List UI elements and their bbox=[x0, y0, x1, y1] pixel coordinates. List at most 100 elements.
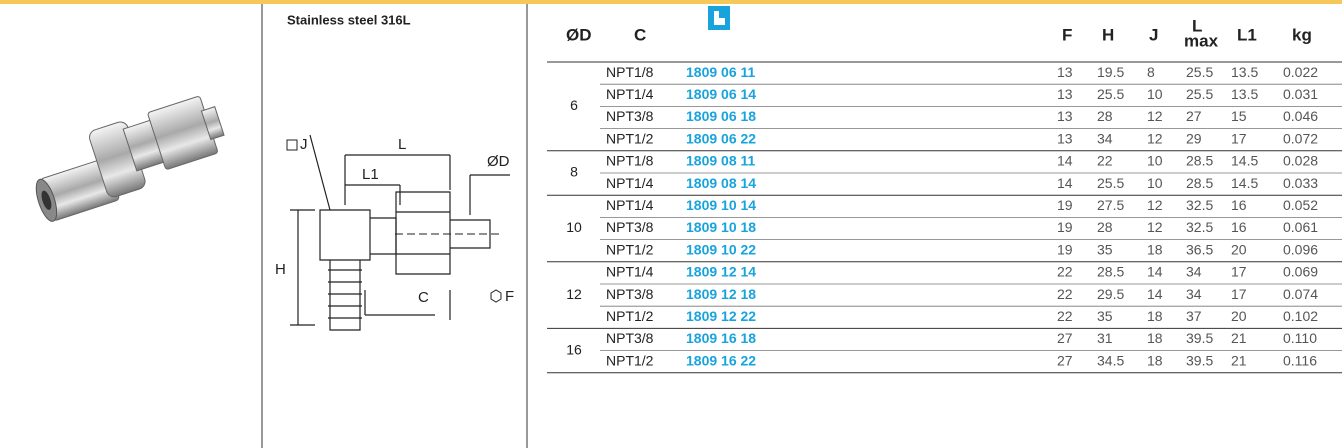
cell: 25.5 bbox=[1186, 86, 1213, 102]
connection: NPT1/4 bbox=[606, 86, 654, 102]
connection: NPT3/8 bbox=[606, 286, 654, 302]
dim-label: C bbox=[418, 289, 429, 306]
cell: 18 bbox=[1147, 308, 1163, 324]
col-header: kg bbox=[1292, 25, 1312, 44]
dim-label: J bbox=[300, 136, 308, 153]
connection: NPT3/8 bbox=[606, 330, 654, 346]
dim-label: ØD bbox=[487, 153, 510, 170]
brand-icon bbox=[708, 6, 730, 30]
cell: 0.116 bbox=[1283, 352, 1317, 368]
cell: 32.5 bbox=[1186, 197, 1213, 213]
cell: 39.5 bbox=[1186, 352, 1213, 368]
connection: NPT1/8 bbox=[606, 64, 654, 80]
col-header: L1 bbox=[1237, 25, 1257, 44]
diameter: 10 bbox=[566, 219, 582, 235]
caption: Stainless steel 316L bbox=[287, 12, 411, 27]
cell: 8 bbox=[1147, 64, 1155, 80]
cell: 0.110 bbox=[1283, 330, 1317, 346]
col-header: L bbox=[1192, 16, 1202, 35]
cell: 29.5 bbox=[1097, 286, 1124, 302]
cell: 14.5 bbox=[1231, 153, 1258, 169]
cell: 28 bbox=[1097, 108, 1113, 124]
cell: 14 bbox=[1147, 264, 1163, 280]
cell: 14.5 bbox=[1231, 175, 1258, 191]
cell: 18 bbox=[1147, 241, 1163, 257]
col-header: H bbox=[1102, 25, 1114, 44]
cell: 19 bbox=[1057, 241, 1073, 257]
cell: 27.5 bbox=[1097, 197, 1124, 213]
article-code: 1809 08 11 bbox=[686, 153, 756, 169]
article-code: 1809 06 22 bbox=[686, 130, 756, 146]
cell: 10 bbox=[1147, 86, 1163, 102]
cell: 14 bbox=[1147, 286, 1163, 302]
cell: 12 bbox=[1147, 108, 1163, 124]
connection: NPT3/8 bbox=[606, 108, 654, 124]
article-code: 1809 06 11 bbox=[686, 64, 756, 80]
article-code: 1809 16 22 bbox=[686, 352, 756, 368]
cell: 0.028 bbox=[1283, 153, 1318, 169]
connection: NPT1/2 bbox=[606, 308, 654, 324]
article-code: 1809 10 22 bbox=[686, 241, 756, 257]
cell: 22 bbox=[1097, 153, 1113, 169]
cell: 12 bbox=[1147, 130, 1163, 146]
connection: NPT1/8 bbox=[606, 153, 654, 169]
cell: 31 bbox=[1097, 330, 1113, 346]
technical-drawing: J L ØD L1 H C F bbox=[275, 134, 514, 331]
cell: 0.074 bbox=[1283, 286, 1318, 302]
cell: 13 bbox=[1057, 108, 1073, 124]
cell: 37 bbox=[1186, 308, 1202, 324]
article-code: 1809 10 14 bbox=[686, 197, 756, 213]
diameter: 8 bbox=[570, 164, 578, 180]
cell: 10 bbox=[1147, 175, 1163, 191]
article-code: 1809 12 22 bbox=[686, 308, 756, 324]
article-code: 1809 12 14 bbox=[686, 264, 756, 280]
dim-label: L1 bbox=[362, 166, 379, 183]
cell: 22 bbox=[1057, 286, 1073, 302]
cell: 36.5 bbox=[1186, 241, 1213, 257]
diameter: 6 bbox=[570, 97, 578, 113]
article-code: 1809 16 18 bbox=[686, 330, 756, 346]
diameter: 16 bbox=[566, 341, 582, 357]
cell: 0.052 bbox=[1283, 197, 1318, 213]
article-code: 1809 06 14 bbox=[686, 86, 756, 102]
cell: 35 bbox=[1097, 308, 1113, 324]
connection: NPT1/2 bbox=[606, 130, 654, 146]
cell: 19.5 bbox=[1097, 64, 1124, 80]
cell: 14 bbox=[1057, 153, 1073, 169]
cell: 27 bbox=[1186, 108, 1202, 124]
cell: 18 bbox=[1147, 330, 1163, 346]
cell: 0.022 bbox=[1283, 64, 1318, 80]
cell: 32.5 bbox=[1186, 219, 1213, 235]
cell: 0.046 bbox=[1283, 108, 1318, 124]
cell: 22 bbox=[1057, 308, 1073, 324]
cell: 13 bbox=[1057, 64, 1073, 80]
cell: 0.033 bbox=[1283, 175, 1318, 191]
cell: 19 bbox=[1057, 197, 1073, 213]
cell: 13 bbox=[1057, 130, 1073, 146]
cell: 0.069 bbox=[1283, 264, 1318, 280]
cell: 29 bbox=[1186, 130, 1202, 146]
cell: 19 bbox=[1057, 219, 1073, 235]
article-code: 1809 12 18 bbox=[686, 286, 756, 302]
cell: 21 bbox=[1231, 352, 1247, 368]
cell: 28.5 bbox=[1097, 264, 1124, 280]
col-header: F bbox=[1062, 25, 1072, 44]
article-code: 1809 06 18 bbox=[686, 108, 756, 124]
cell: 34 bbox=[1186, 286, 1202, 302]
connection: NPT3/8 bbox=[606, 219, 654, 235]
article-code: 1809 10 18 bbox=[686, 219, 756, 235]
dim-label: L bbox=[398, 136, 406, 153]
cell: 22 bbox=[1057, 264, 1073, 280]
top-rule bbox=[0, 0, 1342, 4]
cell: 25.5 bbox=[1097, 86, 1124, 102]
cell: 27 bbox=[1057, 330, 1073, 346]
cell: 15 bbox=[1231, 108, 1247, 124]
cell: 34 bbox=[1097, 130, 1113, 146]
cell: 34 bbox=[1186, 264, 1202, 280]
cell: 0.031 bbox=[1283, 86, 1318, 102]
cell: 16 bbox=[1231, 219, 1247, 235]
connection: NPT1/2 bbox=[606, 352, 654, 368]
cell: 25.5 bbox=[1186, 64, 1213, 80]
cell: 14 bbox=[1057, 175, 1073, 191]
col-header: C bbox=[634, 25, 646, 44]
